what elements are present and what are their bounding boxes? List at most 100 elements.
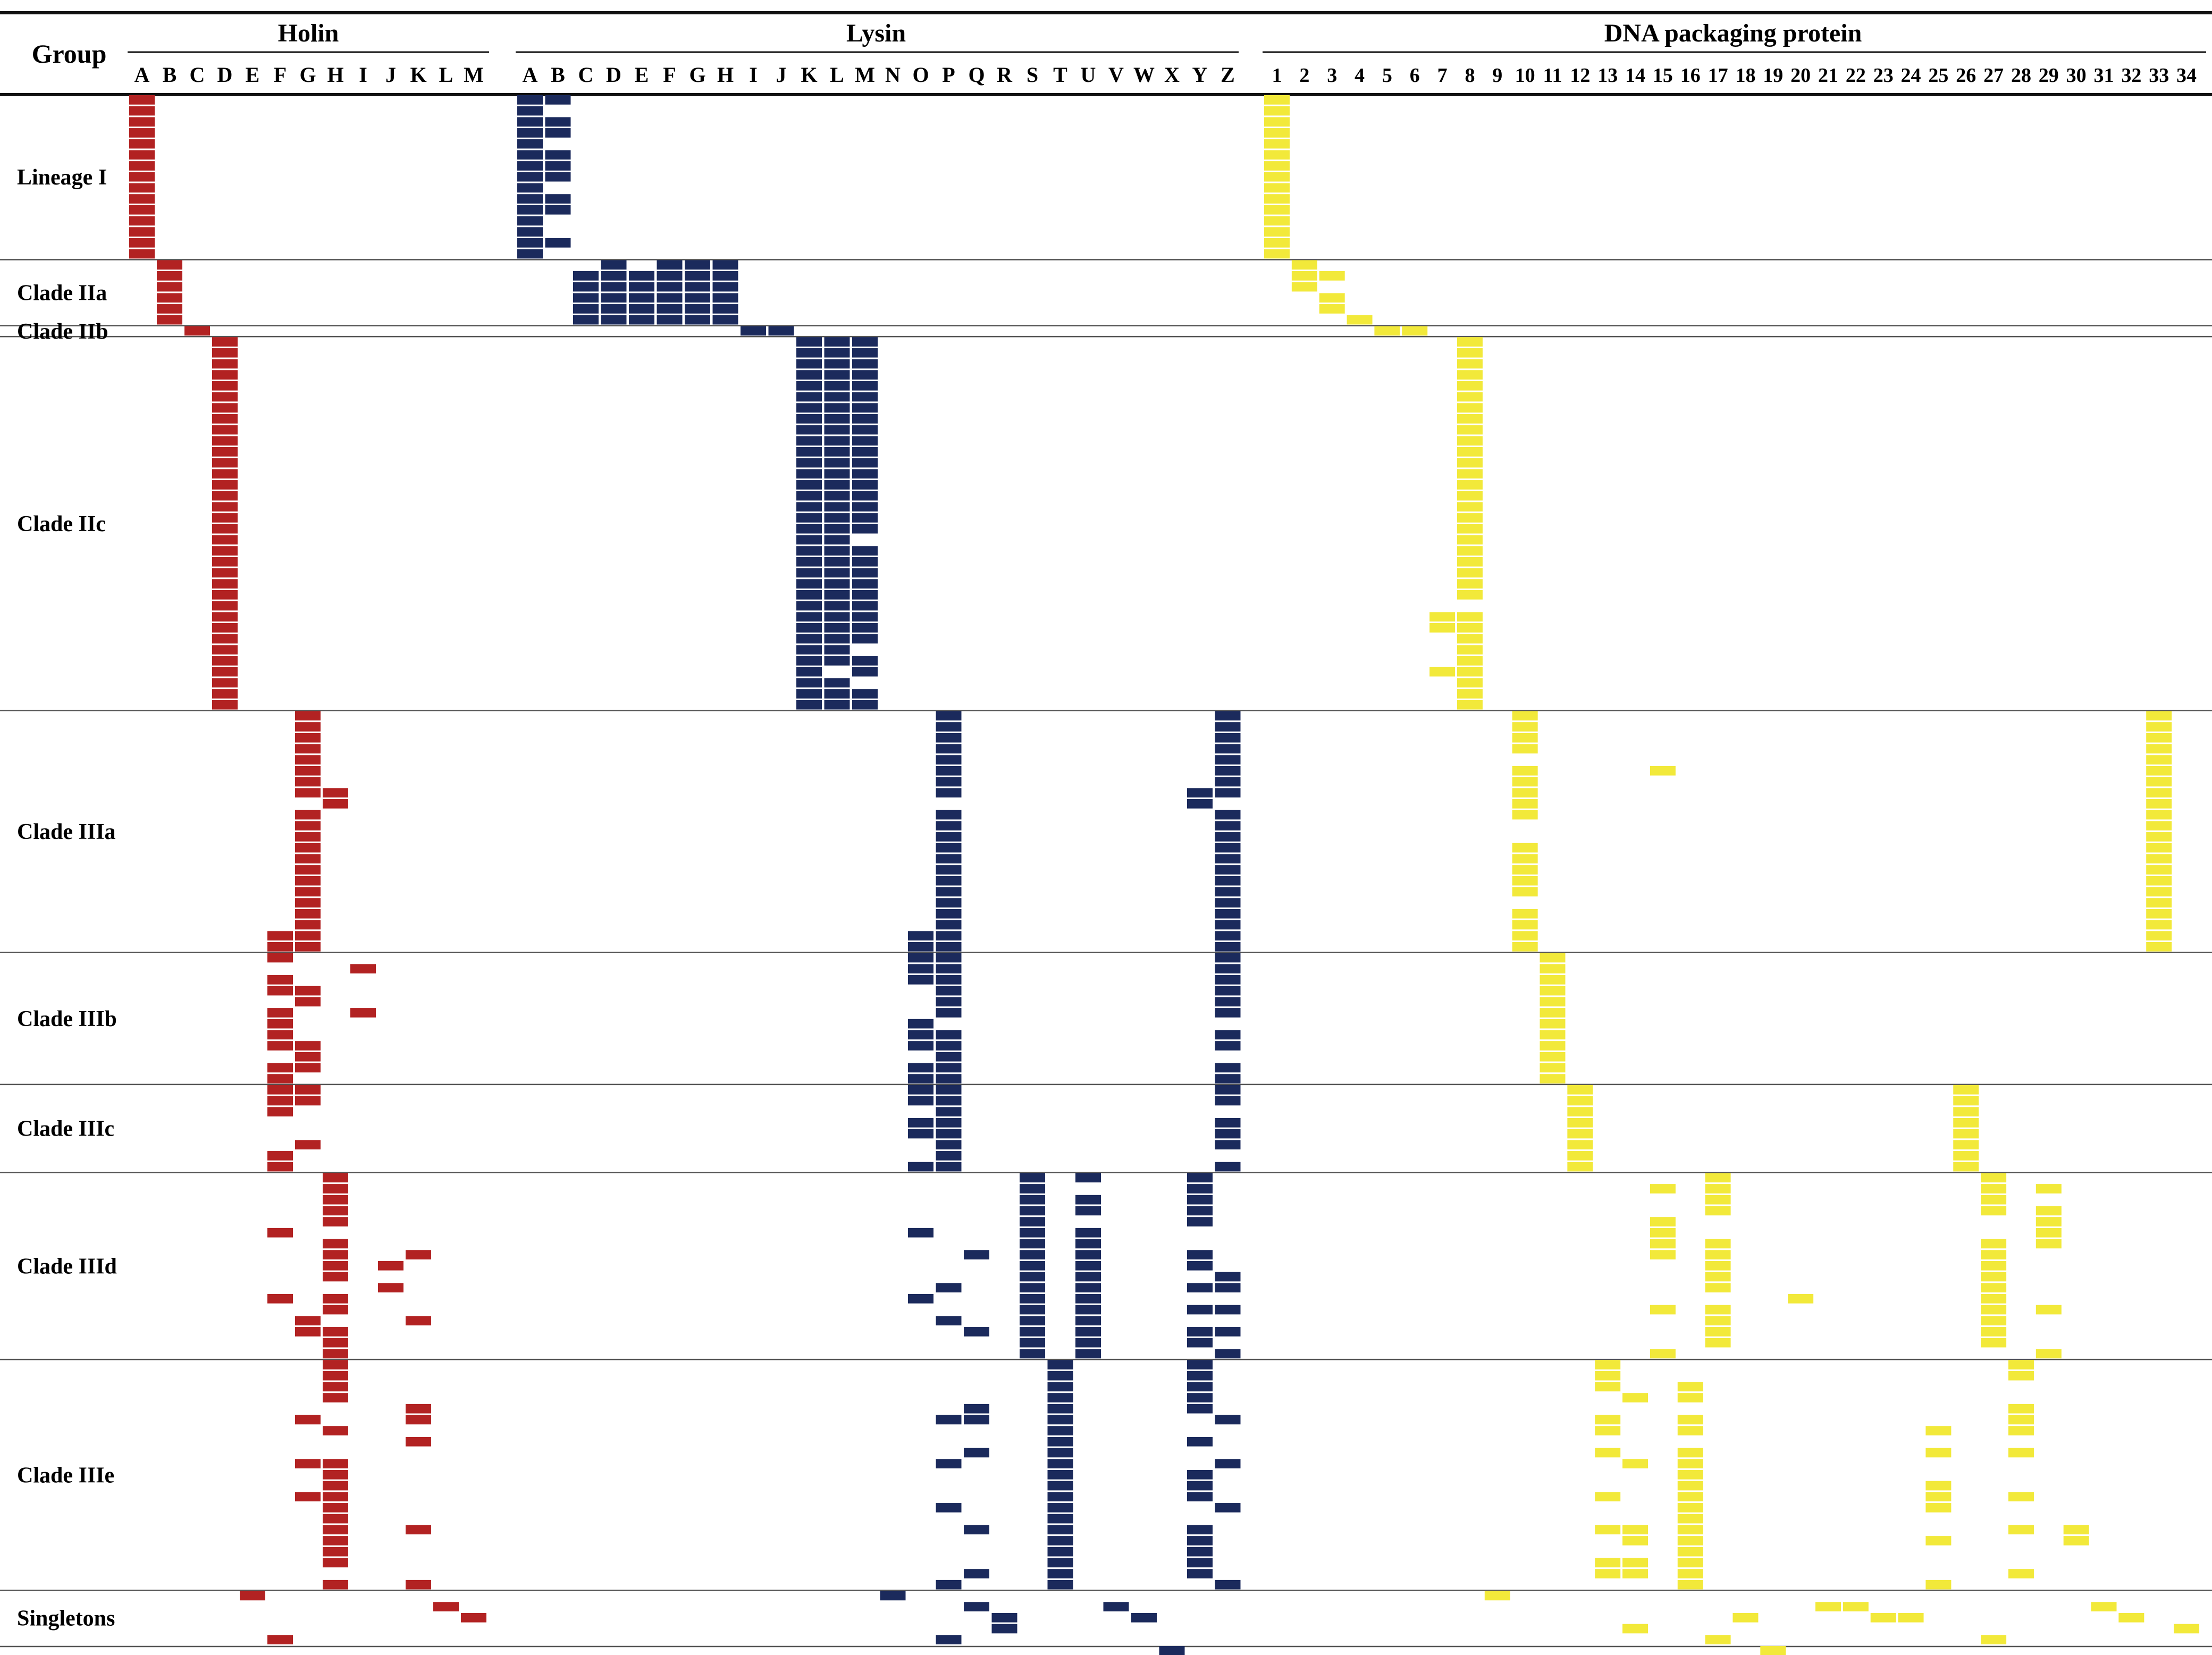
holin-presence-cell bbox=[267, 931, 293, 940]
lysin-presence-cell bbox=[629, 293, 654, 303]
lysin-presence-cell bbox=[1215, 865, 1241, 875]
dna-presence-cell bbox=[1540, 986, 1566, 996]
dna-presence-cell bbox=[1595, 1492, 1621, 1502]
lysin-presence-cell bbox=[1215, 1459, 1241, 1468]
dna-presence-cell bbox=[1705, 1338, 1731, 1348]
lysin-presence-cell bbox=[936, 931, 962, 940]
lysin-presence-cell bbox=[545, 194, 571, 204]
lysin-column-label: S bbox=[1027, 63, 1038, 87]
dna-column-label: 8 bbox=[1465, 64, 1475, 87]
holin-presence-cell bbox=[323, 1293, 348, 1304]
lysin-presence-cell bbox=[657, 293, 683, 303]
lysin-presence-cell bbox=[1047, 1580, 1073, 1590]
holin-presence-cell bbox=[267, 1635, 293, 1644]
dna-presence-cell bbox=[1429, 623, 1456, 633]
holin-presence-cell bbox=[323, 1349, 348, 1359]
dna-presence-cell bbox=[1981, 1195, 2007, 1205]
lysin-presence-cell bbox=[1047, 1469, 1073, 1480]
holin-presence-cell bbox=[129, 205, 155, 215]
lysin-presence-cell bbox=[1215, 1074, 1241, 1083]
lysin-header: Lysin bbox=[846, 19, 906, 47]
holin-presence-cell bbox=[406, 1404, 431, 1414]
lysin-column-label: K bbox=[801, 63, 817, 87]
dna-presence-cell bbox=[2091, 1602, 2117, 1611]
lysin-presence-cell bbox=[852, 337, 878, 347]
dna-column-label: 24 bbox=[1901, 64, 1921, 87]
lysin-presence-cell bbox=[908, 1074, 933, 1083]
lysin-presence-cell bbox=[1020, 1173, 1045, 1183]
lysin-presence-cell bbox=[1215, 1162, 1241, 1172]
lysin-presence-cell bbox=[1047, 1547, 1073, 1557]
lysin-presence-cell bbox=[1047, 1459, 1073, 1468]
dna-column-label: 4 bbox=[1355, 64, 1365, 87]
lysin-presence-cell bbox=[601, 282, 627, 292]
dna-presence-cell bbox=[2146, 887, 2172, 897]
lysin-column-label: G bbox=[689, 63, 705, 87]
holin-presence-cell bbox=[212, 480, 238, 490]
dna-presence-cell bbox=[1760, 1646, 1786, 1655]
lysin-presence-cell bbox=[936, 832, 962, 842]
dna-presence-cell bbox=[1595, 1448, 1621, 1458]
dna-presence-cell bbox=[1677, 1569, 1703, 1578]
lysin-presence-cell bbox=[1075, 1305, 1101, 1315]
lysin-presence-cell bbox=[768, 326, 794, 336]
dna-presence-cell bbox=[1622, 1393, 1649, 1402]
holin-presence-cell bbox=[212, 425, 238, 435]
holin-presence-cell bbox=[406, 1250, 431, 1259]
lysin-presence-cell bbox=[517, 249, 543, 259]
dna-presence-cell bbox=[1512, 876, 1538, 886]
dna-presence-cell bbox=[2146, 843, 2172, 853]
lysin-presence-cell bbox=[936, 1074, 962, 1083]
dna-presence-cell bbox=[1595, 1382, 1621, 1392]
dna-presence-cell bbox=[1677, 1503, 1703, 1513]
dna-presence-cell bbox=[1705, 1239, 1731, 1249]
holin-column-label: H bbox=[327, 63, 343, 87]
lysin-presence-cell bbox=[852, 359, 878, 369]
dna-presence-cell bbox=[1981, 1239, 2007, 1249]
lysin-presence-cell bbox=[936, 953, 962, 963]
dna-presence-cell bbox=[1264, 172, 1290, 182]
lysin-presence-cell bbox=[824, 700, 850, 710]
dna-presence-cell bbox=[1925, 1580, 1952, 1590]
dna-presence-cell bbox=[1705, 1206, 1731, 1216]
holin-presence-cell bbox=[295, 832, 321, 842]
dna-presence-cell bbox=[1953, 1118, 1979, 1128]
lysin-presence-cell bbox=[1187, 1338, 1213, 1348]
lysin-presence-cell bbox=[1187, 1492, 1213, 1502]
lysin-column-label: Q bbox=[968, 63, 985, 87]
dna-presence-cell bbox=[1953, 1096, 1979, 1106]
dna-presence-cell bbox=[1622, 1536, 1649, 1545]
lysin-presence-cell bbox=[1215, 997, 1241, 1007]
lysin-presence-cell bbox=[1187, 1261, 1213, 1271]
lysin-presence-cell bbox=[545, 161, 571, 171]
lysin-presence-cell bbox=[685, 282, 710, 292]
lysin-column-label: V bbox=[1108, 63, 1124, 87]
lysin-presence-cell bbox=[1020, 1217, 1045, 1226]
dna-presence-cell bbox=[1264, 249, 1290, 259]
holin-presence-cell bbox=[212, 392, 238, 402]
dna-presence-cell bbox=[1540, 964, 1566, 974]
lysin-presence-cell bbox=[852, 524, 878, 534]
lysin-presence-cell bbox=[852, 469, 878, 479]
holin-presence-cell bbox=[295, 1415, 321, 1425]
lysin-presence-cell bbox=[1215, 1008, 1241, 1018]
holin-column-label: A bbox=[134, 63, 150, 87]
holin-presence-cell bbox=[212, 601, 238, 611]
lysin-presence-cell bbox=[629, 271, 654, 281]
lysin-presence-cell bbox=[852, 392, 878, 402]
lysin-column-label: D bbox=[606, 63, 621, 87]
lysin-presence-cell bbox=[908, 953, 933, 963]
lysin-presence-cell bbox=[1047, 1503, 1073, 1513]
holin-presence-cell bbox=[323, 1492, 348, 1502]
lysin-presence-cell bbox=[852, 590, 878, 600]
lysin-presence-cell bbox=[936, 1459, 962, 1468]
dna-presence-cell bbox=[1512, 777, 1538, 787]
lysin-presence-cell bbox=[1215, 744, 1241, 754]
holin-presence-cell bbox=[295, 1140, 321, 1150]
holin-presence-cell bbox=[323, 1536, 348, 1545]
holin-presence-cell bbox=[129, 150, 155, 160]
holin-presence-cell bbox=[129, 128, 155, 138]
lysin-presence-cell bbox=[936, 755, 962, 765]
dna-presence-cell bbox=[1319, 271, 1345, 281]
lysin-presence-cell bbox=[1215, 1415, 1241, 1425]
